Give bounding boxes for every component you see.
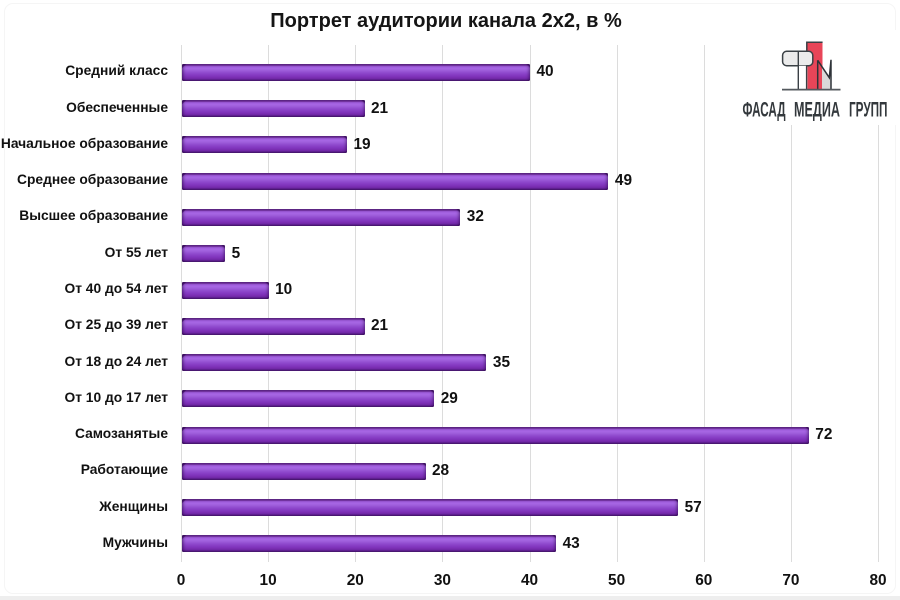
svg-text:ФАСАД: ФАСАД (743, 99, 786, 122)
svg-text:ГРУПП: ГРУПП (849, 99, 888, 122)
svg-text:МЕДИА: МЕДИА (794, 99, 840, 122)
